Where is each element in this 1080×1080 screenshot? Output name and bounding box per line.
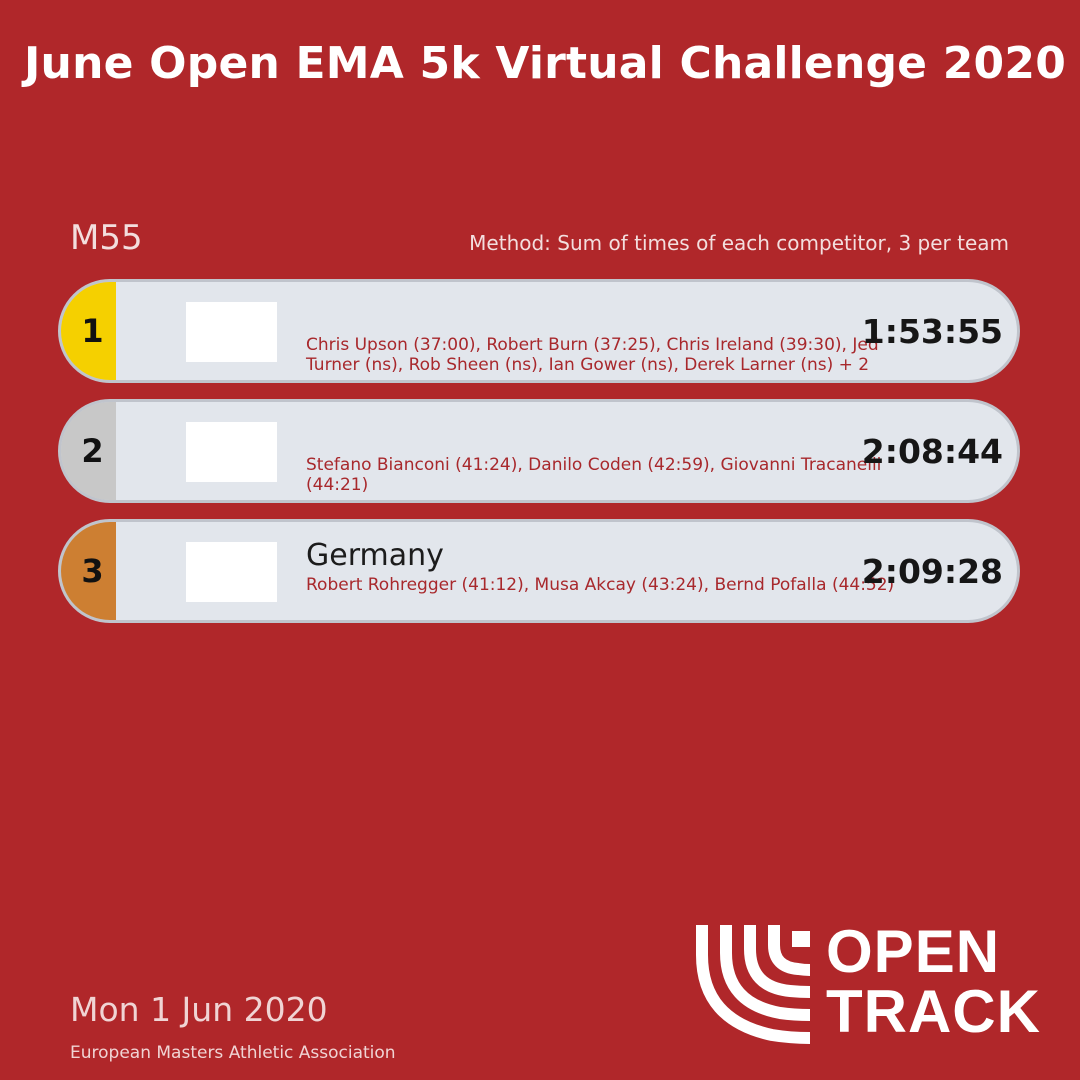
event-date: Mon 1 Jun 2020: [70, 990, 328, 1029]
team-time: 2:09:28: [861, 551, 1003, 591]
team-members: Chris Upson (37:00), Robert Burn (37:25)…: [306, 335, 879, 375]
method-note: Method: Sum of times of each competitor,…: [469, 231, 1009, 255]
result-row-3[interactable]: 3 Germany Robert Rohregger (41:12), Musa…: [58, 519, 1020, 623]
organization-name: European Masters Athletic Association: [70, 1043, 396, 1063]
team-logo-placeholder: [186, 422, 277, 482]
rank-badge: 1: [61, 282, 116, 380]
rank-badge: 3: [61, 522, 116, 620]
opentrack-logo-icon: [696, 925, 811, 1044]
page-title: June Open EMA 5k Virtual Challenge 2020: [23, 38, 1067, 89]
result-panel: Stefano Bianconi (41:24), Danilo Coden (…: [116, 402, 1017, 500]
result-panel: Chris Upson (37:00), Robert Burn (37:25)…: [116, 282, 1017, 380]
team-members: Stefano Bianconi (41:24), Danilo Coden (…: [306, 455, 882, 495]
rank-badge: 2: [61, 402, 116, 500]
result-row-1[interactable]: 1 Chris Upson (37:00), Robert Burn (37:2…: [58, 279, 1020, 383]
team-logo-placeholder: [186, 542, 277, 602]
category-label: M55: [70, 218, 143, 258]
team-logo-placeholder: [186, 302, 277, 362]
result-row-2[interactable]: 2 Stefano Bianconi (41:24), Danilo Coden…: [58, 399, 1020, 503]
brand-line-1: OPEN: [826, 918, 1001, 985]
brand-line-2: TRACK: [826, 978, 1041, 1045]
team-members: Robert Rohregger (41:12), Musa Akcay (43…: [306, 575, 895, 595]
team-name: Germany: [306, 538, 444, 573]
opentrack-wordmark: OPEN TRACK: [826, 922, 1041, 1042]
team-time: 2:08:44: [861, 431, 1003, 471]
result-panel: Germany Robert Rohregger (41:12), Musa A…: [116, 522, 1017, 620]
team-time: 1:53:55: [861, 311, 1003, 351]
